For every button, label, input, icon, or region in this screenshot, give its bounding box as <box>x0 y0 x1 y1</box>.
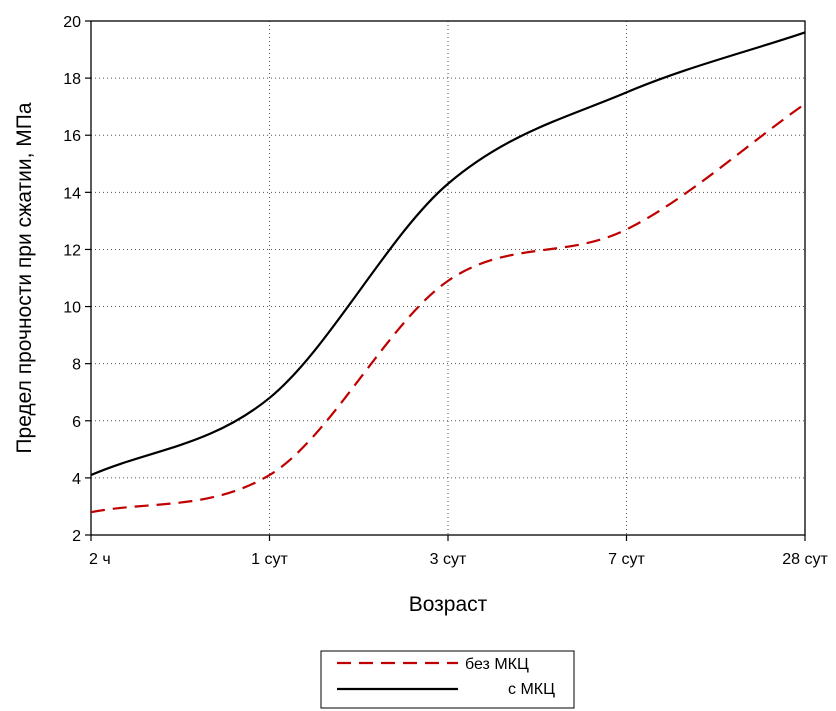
x-tick-label: 7 сут <box>608 551 645 568</box>
legend-label-s-mkc: с МКЦ <box>508 681 555 698</box>
legend: без МКЦ с МКЦ <box>320 650 575 709</box>
x-tick-label: 2 ч <box>89 551 111 568</box>
legend-box <box>320 650 575 709</box>
y-tick-label: 6 <box>72 414 81 431</box>
y-tick-label: 10 <box>63 300 81 317</box>
series-layer <box>90 31 806 514</box>
tick-labels: 2 4 6 8 10 12 14 16 18 20 2 ч 1 сут 3 сут 7 сут 28 сут <box>63 14 828 568</box>
x-tick-label: 28 сут <box>782 551 828 568</box>
y-tick-label: 18 <box>63 71 81 88</box>
y-tick-label: 16 <box>63 128 81 145</box>
y-tick-label: 12 <box>63 242 81 259</box>
series-line-bez-mkc <box>90 102 806 514</box>
y-tick-label: 8 <box>72 357 81 374</box>
y-tick-label: 4 <box>72 471 81 488</box>
grid-lines <box>91 21 805 535</box>
x-tick-label: 1 сут <box>251 551 288 568</box>
y-tick-label: 14 <box>63 185 81 202</box>
x-axis-title: Возраст <box>409 593 488 616</box>
x-tick-label: 3 сут <box>430 551 467 568</box>
axis-ticks <box>85 20 806 541</box>
y-tick-label: 20 <box>63 14 81 31</box>
y-tick-label: 2 <box>72 528 81 545</box>
series-line-s-mkc <box>90 31 806 477</box>
legend-label-bez-mkc: без МКЦ <box>465 656 529 673</box>
y-axis-title: Предел прочности при сжатии, МПа <box>13 102 36 453</box>
